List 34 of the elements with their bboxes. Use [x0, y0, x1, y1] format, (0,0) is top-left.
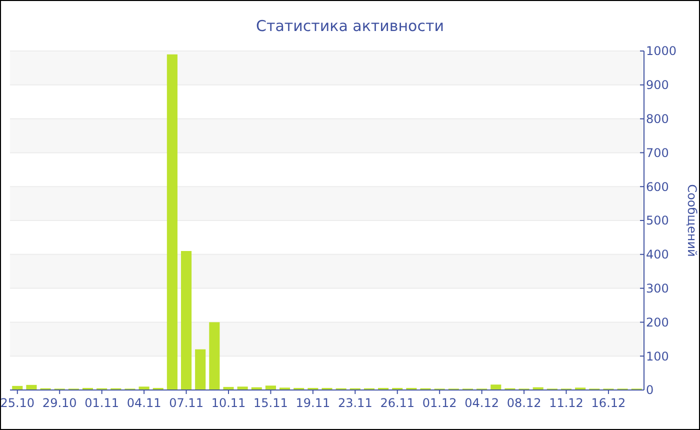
y-tick-label: 0 [646, 383, 654, 398]
y-tick-label: 900 [646, 78, 669, 92]
y-tick-label: 1000 [646, 44, 677, 58]
bar [195, 349, 206, 390]
x-tick-label: 07.11 [169, 396, 204, 410]
x-tick-label: 08.12 [506, 396, 542, 410]
x-tick-label: 01.12 [422, 396, 457, 410]
bar [490, 384, 502, 390]
x-tick-label: 15.11 [254, 396, 288, 410]
y-axis-title: Сообщений [685, 184, 699, 257]
bar [180, 251, 192, 390]
x-tick-label: 23.11 [338, 396, 372, 410]
x-tick-label: 25.10 [0, 396, 35, 410]
y-tick-label: 300 [646, 282, 669, 296]
y-tick-label: 500 [646, 214, 669, 228]
y-tick-label: 100 [646, 349, 669, 364]
x-tick-label: 04.11 [126, 396, 162, 410]
x-tick-label: 11.12 [549, 396, 584, 410]
bar [166, 54, 178, 390]
chart-title: Статистика активности [256, 17, 444, 35]
y-tick-label: 400 [646, 248, 669, 262]
y-tick-label: 600 [646, 180, 669, 194]
x-tick-label: 04.12 [464, 396, 499, 410]
x-tick-label: 01.11 [84, 396, 120, 410]
y-tick-label: 700 [646, 146, 669, 160]
x-tick-label: 29.10 [42, 396, 77, 410]
x-tick-label: 19.11 [296, 396, 330, 410]
bar [209, 322, 220, 390]
x-tick-label: 10.11 [211, 396, 246, 410]
x-tick-label: 26.11 [380, 396, 415, 410]
bar [265, 386, 276, 390]
x-tick-label: 16.12 [591, 396, 626, 410]
y-tick-label: 200 [646, 315, 669, 330]
y-tick-label: 800 [646, 112, 669, 126]
